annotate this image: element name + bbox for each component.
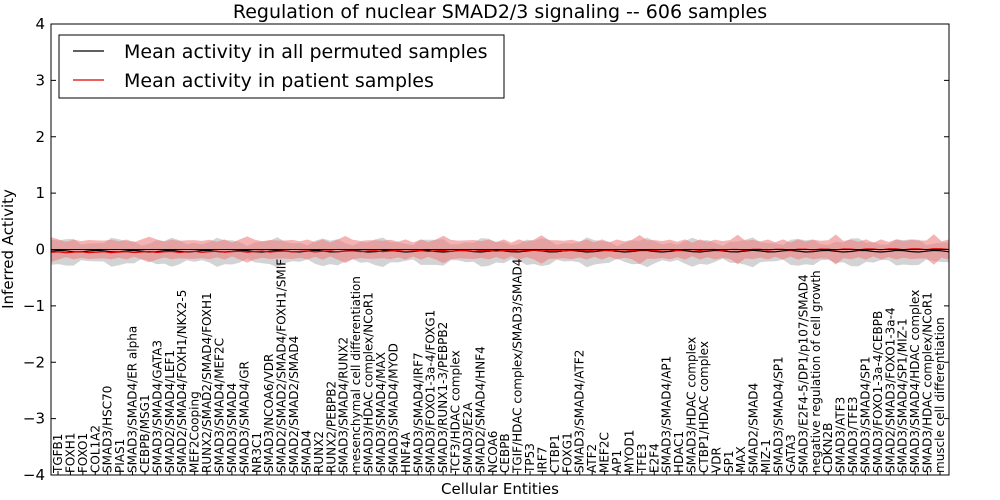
legend-label-permuted: Mean activity in all permuted samples <box>124 41 487 63</box>
x-tick-label: SMAD3/SMAD4/MAX <box>374 352 388 473</box>
x-tick-label: SMAD3/SMAD4/IRF7 <box>411 352 425 473</box>
x-axis <box>57 471 941 475</box>
x-tick-label: TP53 <box>523 443 537 474</box>
x-tick-label: SMAD3/HDAC complex/NCoR1 <box>362 292 376 473</box>
x-tick-label: CTBP1 <box>548 434 562 473</box>
x-tick-label: CEBPB <box>498 433 512 473</box>
x-tick-label: PIAS1 <box>113 439 127 473</box>
x-tick-label: SMAD3/FOXO1-3a-4/FOXG1 <box>424 310 438 473</box>
x-tick-label: SMAD2/SMAD2/SMAD4 <box>287 336 301 473</box>
legend-label-patient: Mean activity in patient samples <box>124 70 434 92</box>
x-tick-label: MYOD1 <box>622 430 636 473</box>
y-tick-label: −2 <box>23 353 45 371</box>
x-tick-label: AP1 <box>610 450 624 473</box>
legend: Mean activity in all permuted samples Me… <box>58 34 505 99</box>
x-tick-label: SMAD2/SMAD3/FOXO1-3a-4 <box>883 307 897 473</box>
x-tick-label: FOXG1 <box>560 432 574 473</box>
x-tick-label: MEF2Cooping <box>188 391 202 473</box>
x-tick-label: SMAD2/SMAD4 <box>747 383 761 473</box>
y-tick-label: −4 <box>23 466 45 484</box>
x-tick-label: SMAD2/SMAD4/LEF1 <box>163 350 177 473</box>
x-axis-label: Cellular Entities <box>441 480 559 498</box>
x-tick-label: SMAD2/SMAD4/FOXH1/NKX2-5 <box>175 290 189 473</box>
x-tick-label: TGFB1 <box>51 434 65 474</box>
x-tick-label: ATF2 <box>585 444 599 473</box>
y-tick-label: 3 <box>35 71 45 89</box>
x-tick-label: NR3C1 <box>250 432 264 473</box>
x-tick-label: SMAD3/SMAD4/SP1 <box>859 356 873 473</box>
x-tick-label: MEF2C <box>598 432 612 473</box>
x-tick-label: SMAD3/TFE3 <box>846 396 860 473</box>
x-tick-label: SMAD3/FOXO1-3a-4/CEBPB <box>871 311 885 473</box>
x-tick-label: MAX <box>734 446 748 473</box>
x-tick-label: SMAD3/SMAD4/SP1 <box>772 356 786 473</box>
y-tick-label: −1 <box>23 297 45 315</box>
x-tick-label: RUNX2/SMAD2/SMAD4/FOXH1 <box>200 292 214 473</box>
x-tick-label: IRF7 <box>536 447 550 473</box>
y-tick-label: 2 <box>35 128 45 146</box>
x-tick-label: negative regulation of cell growth <box>809 270 823 473</box>
x-tick-label: SMAD3/SMAD4/SP1/MIZ-1 <box>896 318 910 473</box>
x-tick-label: E2F4 <box>647 443 661 473</box>
y-tick-label: 0 <box>35 241 45 259</box>
y-tick-label: −3 <box>23 410 45 428</box>
y-tick-label: 4 <box>35 15 45 33</box>
x-tick-label: TCF3/HDAC complex <box>449 350 463 474</box>
x-tick-label: muscle cell differentiation <box>933 317 947 473</box>
x-tick-label: SMAD2/SMAD4/HNF4 <box>473 346 487 473</box>
x-tick-label: SMAD3/ATF3 <box>834 397 848 473</box>
x-tick-label: SMAD3/HDAC complex <box>685 337 699 473</box>
y-axis: −4 −3 −2 −1 0 1 2 3 4 <box>23 15 949 484</box>
x-tick-label: VDR <box>709 447 723 473</box>
x-tick-label: CDKN2B <box>821 423 835 473</box>
x-tick-label: HNF4A <box>399 431 413 473</box>
y-axis-label: Inferred Activity <box>0 189 17 309</box>
x-tick-label: SMAD3/SMAD4/GATA3 <box>150 340 164 473</box>
x-tick-label: SMAD3/E2F4-5/DP1/p107/SMAD4 <box>796 274 810 473</box>
x-tick-label: SMAD3/SMAD4/RUNX2 <box>337 337 351 473</box>
x-tick-label: MIZ-1 <box>759 439 773 473</box>
chart-title: Regulation of nuclear SMAD2/3 signaling … <box>233 1 767 23</box>
x-tick-label: SMAD3/E2A <box>461 402 475 473</box>
x-tick-label: SMAD3/NCOA6/VDR <box>262 354 276 473</box>
x-tick-label: SMAD3/SMAD4 <box>225 383 239 473</box>
x-tick-label: SMAD3/RUNX1-3/PEBPB2 <box>436 322 450 473</box>
x-tick-label: mesenchymal cell differentiation <box>349 276 363 473</box>
x-tick-label: SMAD3/SMAD4/MEF2C <box>213 338 227 473</box>
x-tick-label: NCOA6 <box>486 431 500 473</box>
x-tick-label: SMAD3/HDAC complex/NCoR1 <box>921 292 935 473</box>
x-tick-label: SMAD3/SMAD4/GR <box>237 361 251 473</box>
x-tick-label: SP1 <box>722 451 736 474</box>
x-tick-label: SMAD3/SMAD4/ER alpha <box>126 326 140 473</box>
x-tick-label: COL1A2 <box>88 425 102 473</box>
x-tick-label: FOXH1 <box>63 433 77 473</box>
x-tick-label: GATA3 <box>784 434 798 473</box>
x-tick-label: RUNX2 <box>312 431 326 473</box>
x-tick-label: CEBPB/MSG1 <box>138 394 152 473</box>
x-tick-label: SMAD2/SMAD2/SMAD4/FOXH1/SMIF <box>275 259 289 473</box>
x-tick-label: RUNX2/PEBPB2 <box>324 381 338 473</box>
x-tick-label: SMAD3/HSC70 <box>101 386 115 473</box>
x-tick-label: CTBP1/HDAC complex <box>697 341 711 473</box>
x-tick-label: TGIF/HDAC complex/SMAD3/SMAD4 <box>511 259 525 474</box>
x-tick-label: TFE3 <box>635 444 649 474</box>
legend-frame <box>58 34 505 99</box>
x-tick-label: SMAD3/SMAD4/HDAC complex <box>908 290 922 473</box>
x-tick-label: SMAD3/SMAD4/MYOD <box>386 343 400 473</box>
x-tick-label: SMAD3/SMAD4/AP1 <box>660 356 674 473</box>
x-tick-labels: TGFB1FOXH1FOXO1COL1A2SMAD3/HSC70PIAS1SMA… <box>51 259 947 474</box>
x-tick-label: FOXO1 <box>76 433 90 473</box>
x-tick-label: SMAD3/SMAD4/ATF2 <box>573 350 587 473</box>
y-tick-label: 1 <box>35 184 45 202</box>
x-tick-label: SMAD4 <box>300 430 314 473</box>
x-tick-label: HDAC1 <box>672 431 686 473</box>
